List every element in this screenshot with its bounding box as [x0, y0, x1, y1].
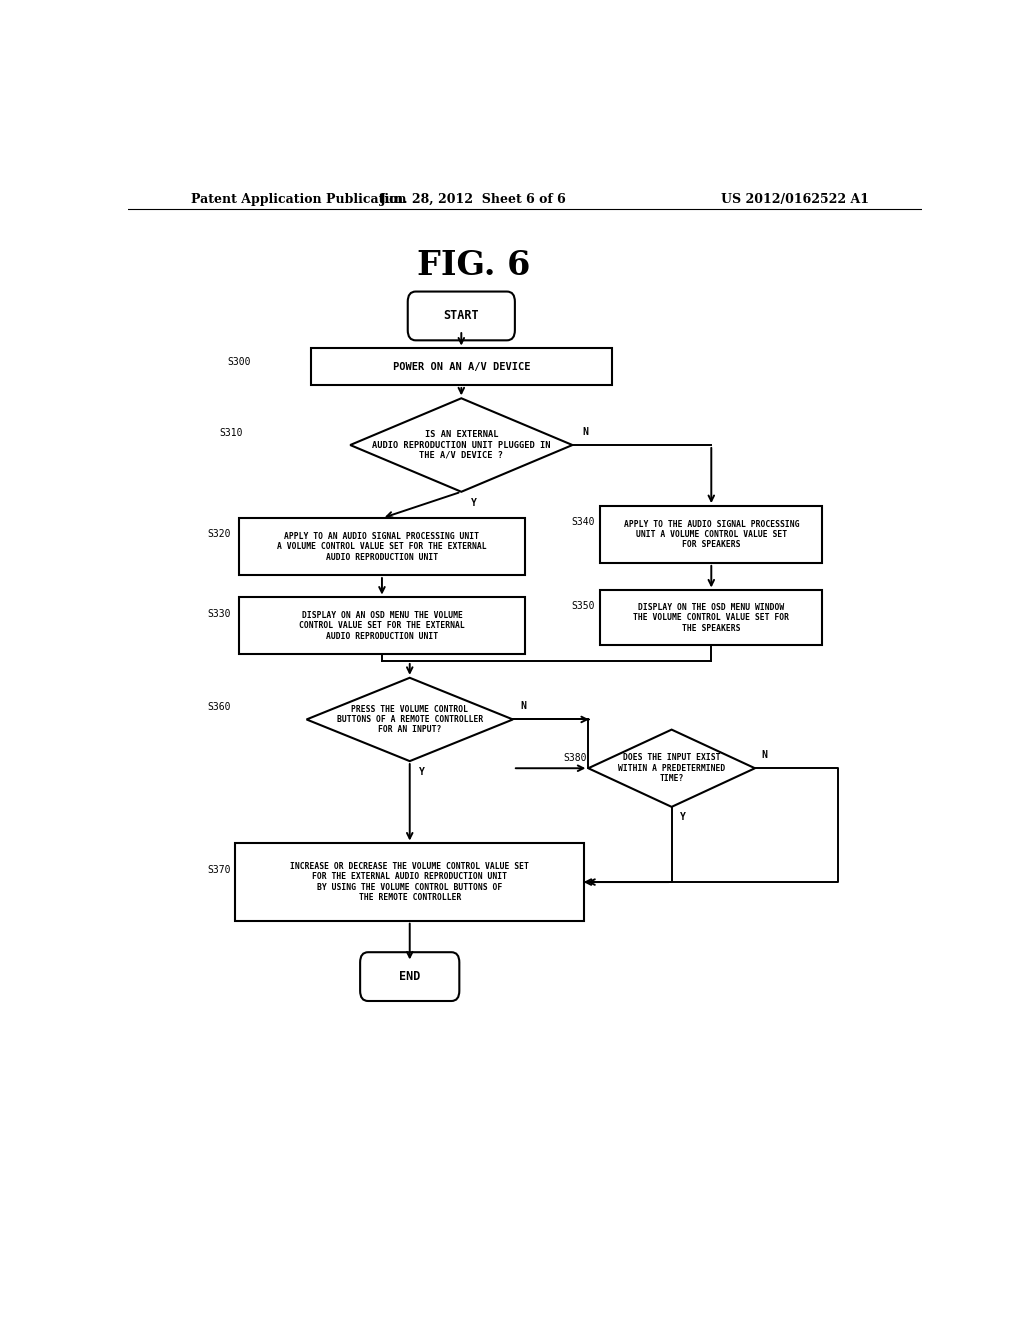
Text: END: END [399, 970, 421, 983]
Polygon shape [350, 399, 572, 492]
FancyBboxPatch shape [360, 952, 460, 1001]
Text: S350: S350 [571, 601, 595, 611]
Text: S310: S310 [219, 428, 243, 438]
Polygon shape [306, 677, 513, 762]
Text: IS AN EXTERNAL
AUDIO REPRODUCTION UNIT PLUGGED IN
THE A/V DEVICE ?: IS AN EXTERNAL AUDIO REPRODUCTION UNIT P… [372, 430, 551, 459]
Text: US 2012/0162522 A1: US 2012/0162522 A1 [721, 193, 868, 206]
Text: PRESS THE VOLUME CONTROL
BUTTONS OF A REMOTE CONTROLLER
FOR AN INPUT?: PRESS THE VOLUME CONTROL BUTTONS OF A RE… [337, 705, 483, 734]
Text: DOES THE INPUT EXIST
WITHIN A PREDETERMINED
TIME?: DOES THE INPUT EXIST WITHIN A PREDETERMI… [618, 754, 725, 783]
Text: DISPLAY ON AN OSD MENU THE VOLUME
CONTROL VALUE SET FOR THE EXTERNAL
AUDIO REPRO: DISPLAY ON AN OSD MENU THE VOLUME CONTRO… [299, 611, 465, 640]
Text: N: N [582, 426, 588, 437]
Polygon shape [588, 730, 755, 807]
Text: S380: S380 [563, 754, 587, 763]
Text: S370: S370 [208, 865, 231, 875]
Text: START: START [443, 309, 479, 322]
Text: Patent Application Publication: Patent Application Publication [191, 193, 407, 206]
Text: APPLY TO THE AUDIO SIGNAL PROCESSING
UNIT A VOLUME CONTROL VALUE SET
FOR SPEAKER: APPLY TO THE AUDIO SIGNAL PROCESSING UNI… [624, 520, 799, 549]
Text: S360: S360 [208, 702, 231, 713]
Text: Y: Y [419, 767, 425, 777]
Text: INCREASE OR DECREASE THE VOLUME CONTROL VALUE SET
FOR THE EXTERNAL AUDIO REPRODU: INCREASE OR DECREASE THE VOLUME CONTROL … [290, 862, 529, 902]
Text: S330: S330 [208, 609, 231, 619]
Text: N: N [761, 750, 767, 760]
Text: S340: S340 [571, 517, 595, 527]
Text: N: N [521, 701, 526, 711]
Text: Y: Y [680, 812, 685, 822]
Bar [236, 843, 585, 921]
Bar [310, 348, 612, 385]
Bar [240, 598, 524, 655]
Bar [600, 506, 822, 562]
Bar [600, 590, 822, 645]
Text: DISPLAY ON THE OSD MENU WINDOW
THE VOLUME CONTROL VALUE SET FOR
THE SPEAKERS: DISPLAY ON THE OSD MENU WINDOW THE VOLUM… [633, 603, 790, 632]
Text: Jun. 28, 2012  Sheet 6 of 6: Jun. 28, 2012 Sheet 6 of 6 [380, 193, 566, 206]
FancyBboxPatch shape [408, 292, 515, 341]
Text: S320: S320 [208, 529, 231, 540]
Text: S300: S300 [227, 356, 251, 367]
Text: POWER ON AN A/V DEVICE: POWER ON AN A/V DEVICE [392, 362, 530, 372]
Text: FIG. 6: FIG. 6 [417, 248, 529, 281]
Text: APPLY TO AN AUDIO SIGNAL PROCESSING UNIT
A VOLUME CONTROL VALUE SET FOR THE EXTE: APPLY TO AN AUDIO SIGNAL PROCESSING UNIT… [278, 532, 486, 561]
Bar [240, 519, 524, 576]
Text: Y: Y [471, 498, 477, 508]
